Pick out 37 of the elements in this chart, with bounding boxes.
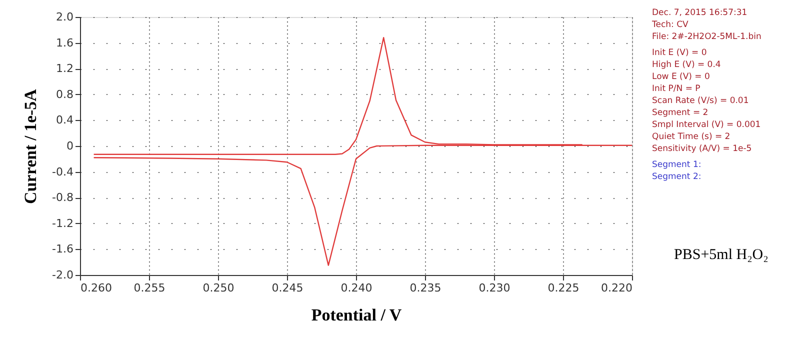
text: High E (V) = 0.4 [652, 60, 721, 70]
x-tick-label: 0.225 [548, 282, 580, 294]
text: File: 2#-2H2O2-5ML-1.bin [652, 32, 762, 42]
text: Segment 2: [652, 172, 702, 182]
y-tick-label: -0.4 [52, 165, 74, 178]
x-tick-label: 0.235 [410, 282, 442, 294]
x-tick-label: 0.230 [478, 282, 510, 294]
text: Segment 1: [652, 160, 702, 170]
x-axis-title: Potential / V [311, 306, 402, 324]
text: Smpl Interval (V) = 0.001 [652, 120, 761, 130]
y-tick-label: 1.6 [56, 36, 74, 50]
x-tick-label: 0.220 [601, 282, 632, 294]
text: PBS+5ml H₂O₂ [674, 247, 768, 263]
x-tick-label: 0.245 [272, 282, 304, 294]
y-tick-label: 1.2 [56, 62, 74, 76]
text: Scan Rate (V/s) = 0.01 [652, 96, 749, 106]
x-tick-label: 0.255 [134, 282, 166, 294]
y-tick-label: 2.0 [56, 10, 74, 24]
y-tick-label: -0.8 [52, 191, 74, 204]
y-axis-title: Current / 1e-5A [21, 88, 40, 204]
y-tick-label: -1.6 [52, 242, 74, 256]
text: Init P/N = P [652, 84, 700, 94]
y-tick-label: 0 [66, 140, 74, 152]
text: Tech: CV [651, 20, 689, 30]
y-tick-label: -1.2 [52, 216, 74, 230]
y-tick-label: 0.4 [56, 114, 74, 127]
y-tick-label: -2.0 [52, 268, 74, 282]
x-tick-label: 0.250 [202, 282, 234, 294]
text: Low E (V) = 0 [652, 72, 710, 82]
text: Quiet Time (s) = 2 [652, 132, 730, 142]
x-tick-label: 0.240 [340, 282, 372, 294]
text: Init E (V) = 0 [652, 48, 707, 58]
text: Segment = 2 [652, 108, 708, 118]
y-tick-label: 0.8 [56, 88, 74, 101]
text: Dec. 7, 2015 16:57:31 [652, 8, 748, 18]
text: Sensitivity (A/V) = 1e-5 [652, 144, 752, 154]
x-tick-label: 0.260 [80, 282, 112, 294]
